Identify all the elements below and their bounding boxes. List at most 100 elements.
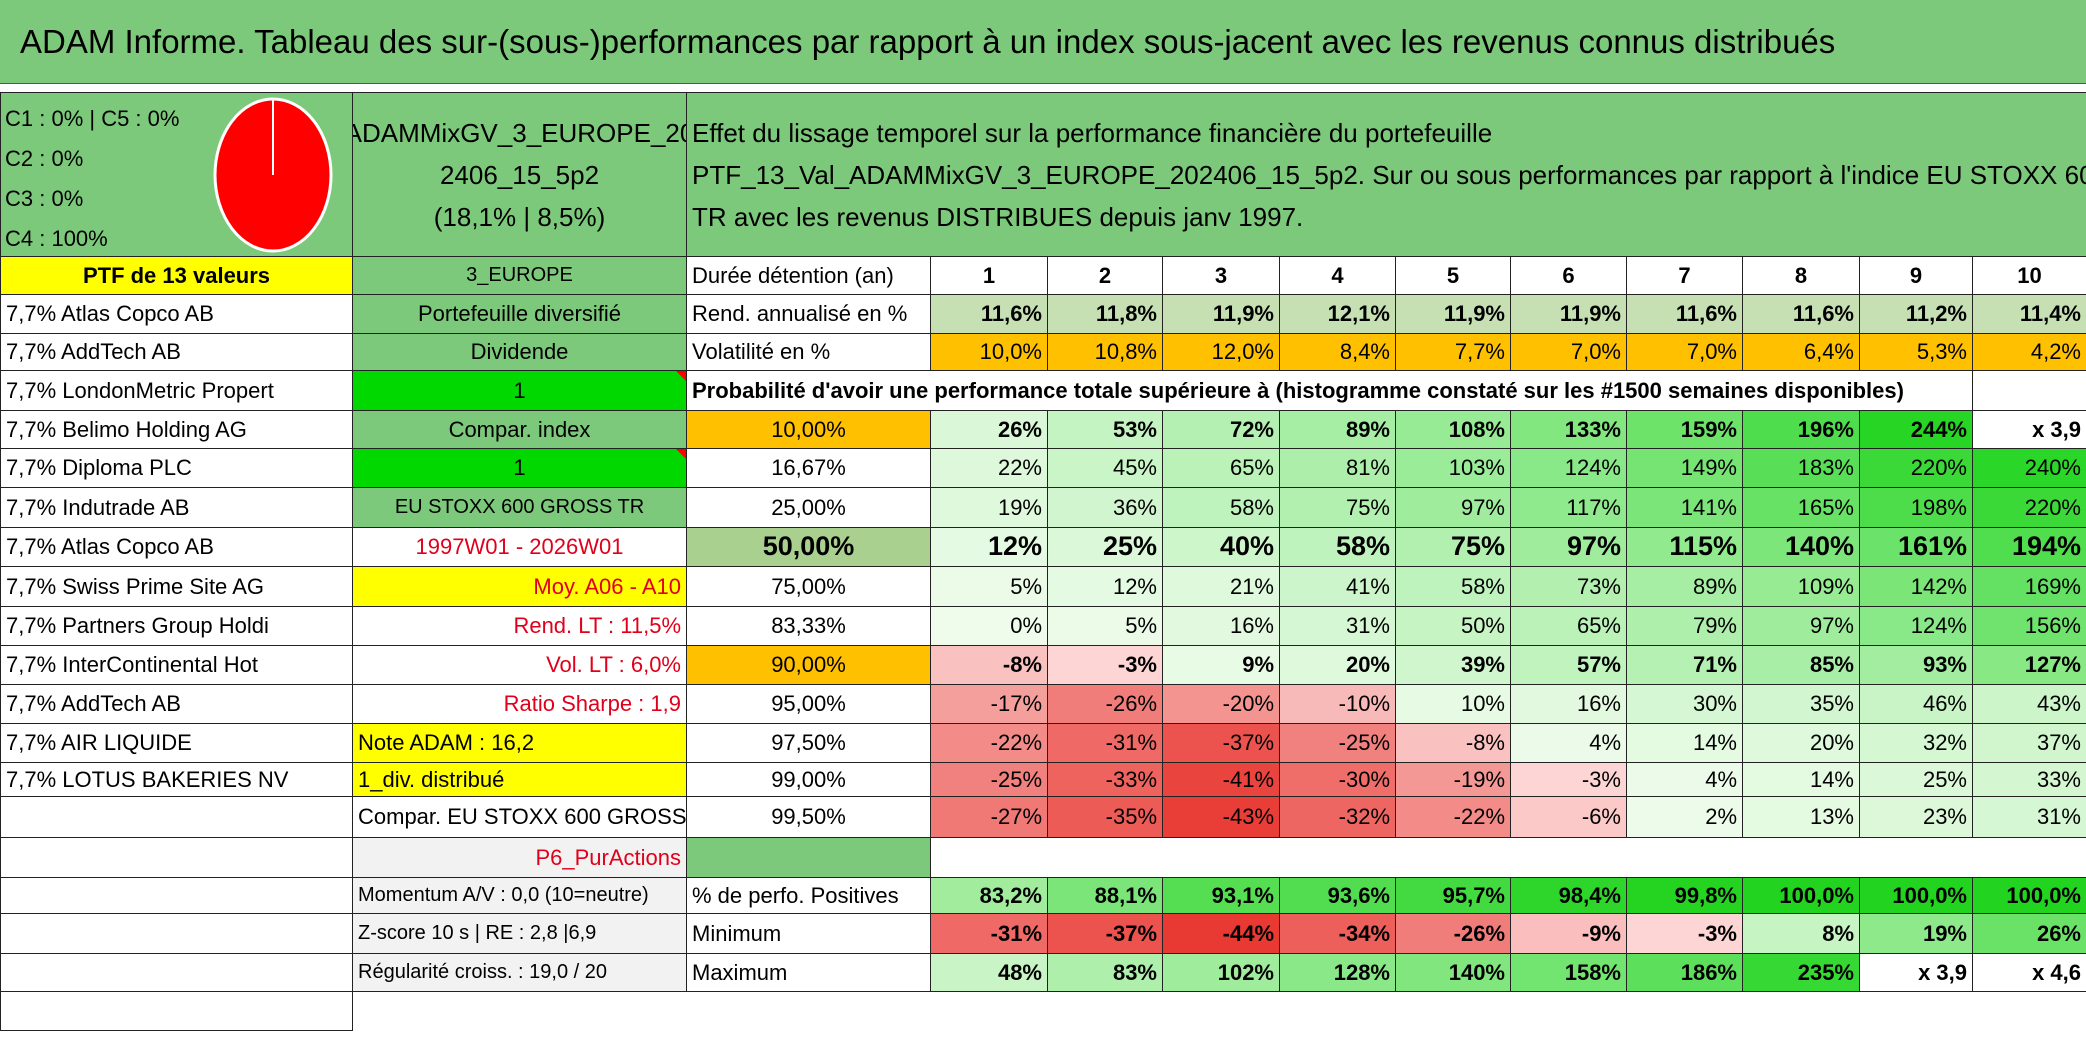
vol-value: 10,0%: [930, 333, 1048, 371]
holding-row: 7,7% Indutrade AB: [0, 487, 353, 528]
effect-description-line: PTF_13_Val_ADAMMixGV_3_EUROPE_202406_15_…: [692, 159, 2086, 190]
vol-value: 4,2%: [1972, 333, 2086, 371]
percentile-value: 108%: [1395, 410, 1511, 449]
year-header: 2: [1047, 256, 1163, 295]
percentile-value: -35%: [1047, 796, 1163, 838]
compar-index-label: Compar. index: [352, 410, 687, 449]
percentile-value: 156%: [1972, 606, 2086, 646]
max-value: 83%: [1047, 953, 1163, 992]
min-value: 8%: [1742, 913, 1860, 954]
empty-cell: [0, 953, 353, 992]
pos-value: 93,6%: [1279, 877, 1396, 914]
percentile-value: -32%: [1279, 796, 1396, 838]
percentile-value: 58%: [1162, 487, 1280, 528]
percentile-label: 83,33%: [686, 606, 931, 646]
percentile-label: 95,00%: [686, 684, 931, 724]
percentile-value: -20%: [1162, 684, 1280, 724]
percentile-label: 16,67%: [686, 448, 931, 488]
percentile-value: 9%: [1162, 645, 1280, 685]
percentile-value: 22%: [930, 448, 1048, 488]
pos-value: 100,0%: [1742, 877, 1860, 914]
rend-value: 11,6%: [1626, 294, 1743, 334]
percentile-value: 30%: [1626, 684, 1743, 724]
percentile-value: 65%: [1510, 606, 1627, 646]
empty-cell: [0, 913, 353, 954]
percentile-value: 159%: [1626, 410, 1743, 449]
percentile-value: -27%: [930, 796, 1048, 838]
year-header: 7: [1626, 256, 1743, 295]
percentile-value: -33%: [1047, 762, 1163, 797]
percentile-value: 13%: [1742, 796, 1860, 838]
effect-description-line: TR avec les revenus DISTRIBUES depuis ja…: [692, 201, 1304, 232]
percentile-value: 127%: [1972, 645, 2086, 685]
rend-value: 12,1%: [1279, 294, 1396, 334]
percentile-value: 19%: [930, 487, 1048, 528]
vol-value: 7,7%: [1395, 333, 1511, 371]
percentile-value: -19%: [1395, 762, 1511, 797]
rend-value: 11,6%: [930, 294, 1048, 334]
pos-value: 98,4%: [1510, 877, 1627, 914]
percentile-value: 117%: [1510, 487, 1627, 528]
min-value: -3%: [1626, 913, 1743, 954]
max-value: 186%: [1626, 953, 1743, 992]
holding-row: 7,7% Partners Group Holdi: [0, 606, 353, 646]
empty-cell: [0, 877, 353, 914]
percentile-value: 20%: [1279, 645, 1396, 685]
percentile-label: 50,00%: [686, 527, 931, 567]
empty-cell: [0, 991, 353, 1031]
min-value: -31%: [930, 913, 1048, 954]
rend-value: 11,9%: [1162, 294, 1280, 334]
percentile-value: -8%: [930, 645, 1048, 685]
percentile-value: 244%: [1859, 410, 1973, 449]
holding-row: 7,7% Belimo Holding AG: [0, 410, 353, 449]
index-name: EU STOXX 600 GROSS TR: [352, 487, 687, 528]
year-header: 6: [1510, 256, 1627, 295]
percentile-value: 58%: [1395, 566, 1511, 607]
percentile-label: 25,00%: [686, 487, 931, 528]
page-title: ADAM Informe. Tableau des sur-(sous-)per…: [0, 0, 2086, 84]
dividend-value: 1: [352, 370, 687, 411]
strategy-name: P6_PurActions: [352, 837, 687, 878]
max-value: 128%: [1279, 953, 1396, 992]
rend-value: 11,6%: [1742, 294, 1860, 334]
vol-value: 7,0%: [1626, 333, 1743, 371]
percentile-value: 71%: [1626, 645, 1743, 685]
percentile-value: 40%: [1162, 527, 1280, 567]
percentile-value: -17%: [930, 684, 1048, 724]
percentile-value: 45%: [1047, 448, 1163, 488]
percentile-value: 89%: [1279, 410, 1396, 449]
percentile-value: 31%: [1279, 606, 1396, 646]
year-header: 3: [1162, 256, 1280, 295]
percentile-value: -41%: [1162, 762, 1280, 797]
percentile-value: -22%: [1395, 796, 1511, 838]
percentile-value: 75%: [1395, 527, 1511, 567]
percentile-value: 12%: [1047, 566, 1163, 607]
sharpe-ratio: Ratio Sharpe : 1,9: [352, 684, 687, 724]
percentile-value: 109%: [1742, 566, 1860, 607]
year-header: 8: [1742, 256, 1860, 295]
pie-legend: C1 : 0% | C5 : 0% C2 : 0% C3 : 0% C4 : 100%: [5, 99, 179, 256]
percentile-value: 53%: [1047, 410, 1163, 449]
max-value: 235%: [1742, 953, 1860, 992]
percentile-value: 196%: [1742, 410, 1860, 449]
percentile-value: 149%: [1626, 448, 1743, 488]
vol-value: 12,0%: [1162, 333, 1280, 371]
percentile-value: 58%: [1279, 527, 1396, 567]
effect-description: Effet du lissage temporel sur la perform…: [686, 92, 2086, 257]
min-value: 19%: [1859, 913, 1973, 954]
vol-value: 8,4%: [1279, 333, 1396, 371]
ptf-label: PTF de 13 valeurs: [0, 256, 353, 295]
percentile-value: 26%: [930, 410, 1048, 449]
year-header: 5: [1395, 256, 1511, 295]
percentile-value: 240%: [1972, 448, 2086, 488]
percentile-value: 97%: [1742, 606, 1860, 646]
pos-value: 95,7%: [1395, 877, 1511, 914]
percentile-value: 124%: [1859, 606, 1973, 646]
moy-label: Moy. A06 - A10: [352, 566, 687, 607]
percentile-value: x 3,9: [1972, 410, 2086, 449]
percentile-value: -26%: [1047, 684, 1163, 724]
pos-value: 100,0%: [1972, 877, 2086, 914]
year-header: 4: [1279, 256, 1396, 295]
percentile-value: 36%: [1047, 487, 1163, 528]
year-header: 9: [1859, 256, 1973, 295]
